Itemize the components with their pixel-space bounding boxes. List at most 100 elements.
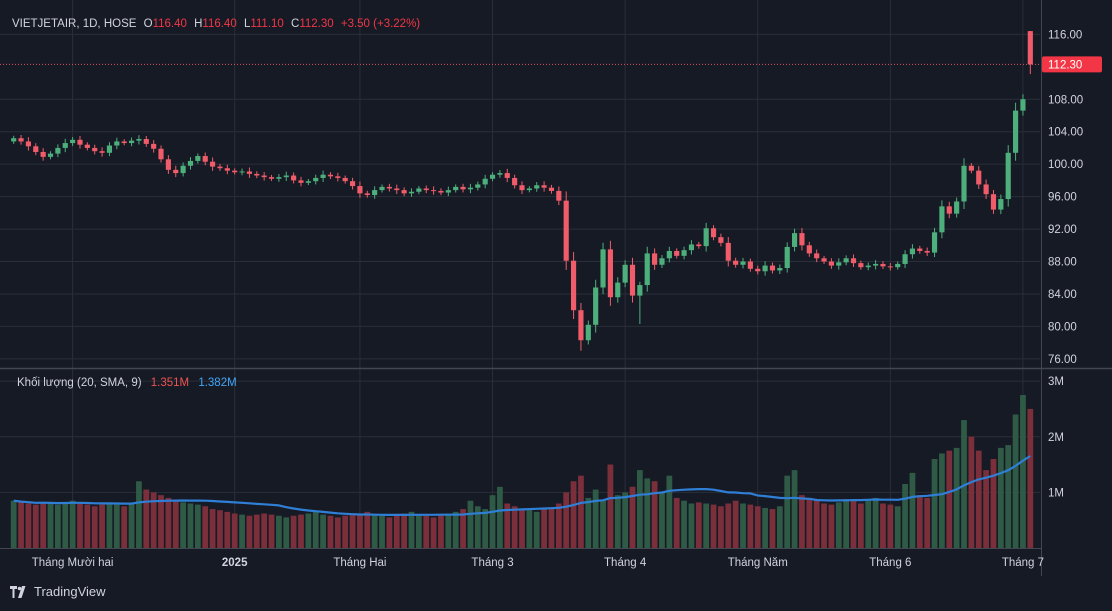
candle-body (239, 171, 245, 173)
volume-legend[interactable]: Khối lượng (20, SMA, 9) 1.351M 1.382M (17, 377, 237, 389)
volume-bar (644, 478, 651, 548)
symbol-legend[interactable]: VIETJETAIR, 1D, HOSE O116.40 H116.40 L11… (12, 18, 421, 30)
tradingview-brand[interactable]: TradingView (10, 584, 106, 599)
volume-bar (939, 453, 945, 548)
candle (40, 148, 46, 161)
candle-body (232, 170, 238, 173)
time-tick-label: Tháng Năm (728, 557, 788, 569)
candle (261, 172, 267, 181)
volume-bar (585, 497, 592, 548)
candle-body (423, 188, 429, 191)
candle-body (946, 206, 952, 214)
candle (342, 175, 348, 184)
candle (902, 250, 908, 268)
candle-body (637, 285, 643, 296)
candle-body (585, 324, 591, 341)
candle-body (836, 262, 842, 266)
candle (570, 251, 577, 319)
time-axis[interactable]: Tháng Mười hai 2025 Tháng Hai Tháng 3 Tháng … (32, 557, 1044, 569)
candle (990, 189, 997, 214)
volume-bar (261, 513, 268, 548)
volume-bar (592, 489, 599, 548)
candle-body (128, 140, 135, 144)
candle (128, 137, 135, 147)
volume-bar (415, 514, 422, 548)
candle (165, 155, 171, 174)
candle-body (151, 143, 157, 149)
candle (843, 255, 849, 266)
volume-bar (482, 509, 489, 548)
candle (143, 135, 149, 147)
candle-body (733, 260, 739, 265)
candle (327, 172, 334, 179)
volume-bar (887, 504, 894, 548)
candle-body (283, 175, 289, 178)
low-value: 111.10 (250, 18, 284, 30)
candle (62, 138, 68, 153)
volume-ma-line (13, 455, 1031, 517)
candle-body (777, 268, 783, 271)
candle-body (445, 190, 451, 193)
candle (1013, 102, 1019, 161)
volume-bar (799, 495, 805, 548)
volume-bar (445, 513, 452, 548)
volume-bar (754, 506, 761, 548)
volume-bar (909, 472, 916, 548)
volume-bar (541, 509, 547, 548)
candle (858, 260, 864, 270)
candle-body (902, 254, 908, 264)
candle (931, 227, 938, 258)
candle-body (703, 228, 709, 247)
open-value: 116.40 (152, 18, 187, 30)
candle (445, 186, 451, 197)
candle (25, 137, 31, 151)
candle-body (77, 139, 83, 145)
high-value: 116.40 (202, 18, 237, 30)
candle-body (548, 187, 555, 191)
candle (615, 277, 621, 303)
candle (1005, 145, 1011, 207)
candle (968, 163, 974, 174)
time-tick-label: Tháng 7 (1002, 557, 1044, 569)
volume-bar (651, 481, 658, 548)
volume-bar (143, 489, 150, 548)
candle-body (342, 177, 348, 182)
volume-bar (511, 506, 518, 548)
exchange: HOSE (103, 18, 137, 30)
candle-body (165, 159, 171, 170)
price-axis[interactable]: 116.00 108.00 104.00 100.00 96.00 92.00 88.00 8… (1048, 29, 1083, 366)
candle (541, 181, 547, 192)
volume-bar (533, 511, 540, 548)
candle-body (114, 141, 120, 146)
candle (232, 168, 238, 175)
candle (791, 228, 798, 252)
candle-body (828, 261, 834, 266)
volume-bar (106, 503, 113, 548)
candle (224, 164, 230, 175)
volume-bar (1020, 395, 1026, 548)
candle-body (769, 265, 776, 271)
candle (585, 320, 591, 345)
volume-bar (1027, 408, 1034, 548)
volume-bar (1005, 445, 1012, 548)
volume-axis[interactable]: 3M 2M 1M (1048, 376, 1064, 499)
candle (283, 171, 289, 181)
volume-bar (732, 500, 739, 548)
volume-bar (62, 502, 69, 548)
volume-indicator-title: Khối lượng (20, SMA, 9) (17, 377, 142, 389)
candle-body (1013, 110, 1019, 153)
candle-body (18, 138, 24, 142)
candle (806, 241, 812, 257)
volume-bar (371, 514, 378, 548)
volume-bar (276, 515, 282, 548)
candle-body (512, 177, 518, 186)
volume-bar (430, 517, 437, 548)
volume-bar (18, 502, 24, 548)
volume-bar (349, 514, 356, 548)
candle-body (659, 258, 665, 265)
volume-bar (305, 513, 312, 548)
candle-body (180, 165, 186, 174)
candle (710, 225, 717, 241)
candle-body (629, 264, 636, 296)
